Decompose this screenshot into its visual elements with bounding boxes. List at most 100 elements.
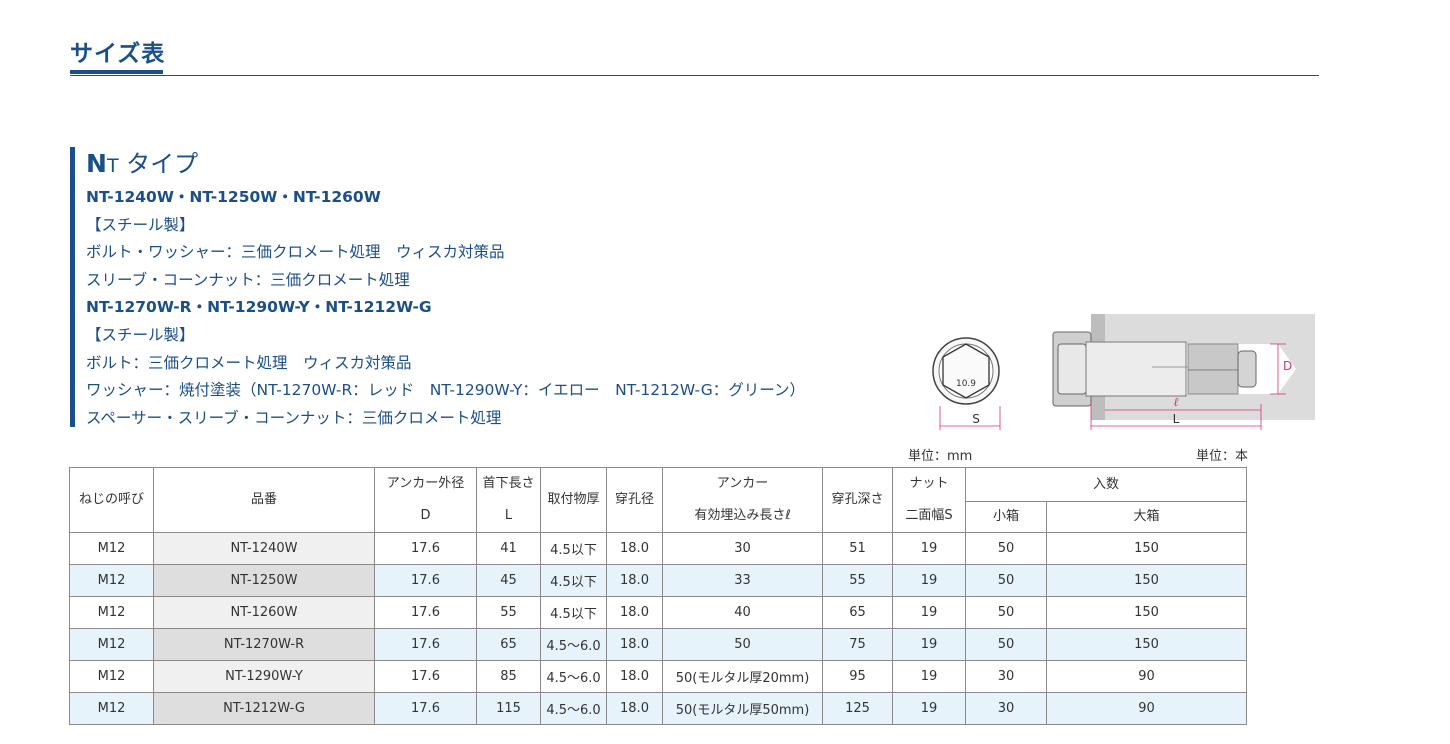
table-row: M12 NT-1290W-Y 17.6 85 4.5～6.0 18.0 50(モ… [69, 660, 1248, 693]
cell-qty-large: 150 [1045, 564, 1248, 597]
col-thread: ねじの呼び [69, 467, 154, 533]
cell-thread: M12 [69, 628, 154, 661]
cell-hole-depth: 51 [822, 532, 893, 565]
type-heading-n: N [86, 149, 107, 178]
table-row: M12 NT-1212W-G 17.6 115 4.5～6.0 18.0 50(… [69, 692, 1248, 725]
cell-part-number: NT-1240W [153, 532, 375, 565]
model-list-2: NT-1270W-R・NT-1290W-Y・NT-1212W-G [86, 298, 432, 317]
cell-thread: M12 [69, 692, 154, 725]
cell-hole-depth: 125 [822, 692, 893, 725]
cell-part-number: NT-1290W-Y [153, 660, 375, 693]
cell-qty-large: 150 [1045, 532, 1248, 565]
cell-fixture-thickness: 4.5以下 [540, 532, 607, 565]
cell-part-number: NT-1212W-G [153, 692, 375, 725]
table-row: M12 NT-1250W 17.6 45 4.5以下 18.0 33 55 19… [69, 564, 1248, 597]
label-d: D [1283, 359, 1292, 373]
cell-embed-length: 50(モルタル厚50mm) [662, 692, 823, 725]
bolt-head-view: 10.9 S [932, 337, 1001, 430]
finish-bolt-washer: ボルト・ワッシャー：三価クロメート処理 ウィスカ対策品 [86, 243, 505, 262]
cell-embed-length: 30 [662, 532, 823, 565]
title-underline [70, 70, 163, 74]
finish-sleeve-nut: スリーブ・コーンナット：三価クロメート処理 [86, 270, 410, 289]
nt-type-description: NT タイプ NT-1240W・NT-1250W・NT-1260W 【スチール製… [70, 147, 930, 427]
cell-thread: M12 [69, 660, 154, 693]
cell-outer-diameter: 17.6 [374, 628, 477, 661]
unit-mm-label: 単位：mm [908, 449, 973, 464]
cell-fixture-thickness: 4.5以下 [540, 596, 607, 629]
cell-hole-diameter: 18.0 [606, 660, 663, 693]
cell-qty-large: 150 [1045, 596, 1248, 629]
material-1: 【スチール製】 [86, 215, 195, 234]
cell-length: 65 [476, 628, 541, 661]
cell-qty-small: 50 [965, 596, 1047, 629]
col-hole-diameter: 穿孔径 [606, 467, 663, 533]
cell-hole-depth: 95 [822, 660, 893, 693]
cell-fixture-thickness: 4.5以下 [540, 564, 607, 597]
size-table: ねじの呼び 品番 アンカー外径 D 首下長さ L 取付物厚 穿孔径 アンカー 有効埋込… [69, 467, 1248, 725]
cell-qty-small: 50 [965, 628, 1047, 661]
cell-nut-width: 19 [892, 564, 966, 597]
col-quantity-large: 大箱 [1045, 501, 1248, 533]
cell-hole-diameter: 18.0 [606, 564, 663, 597]
type-heading-t: T [106, 155, 119, 177]
cell-qty-small: 30 [965, 660, 1047, 693]
cell-part-number: NT-1260W [153, 596, 375, 629]
cell-thread: M12 [69, 532, 154, 565]
cell-thread: M12 [69, 564, 154, 597]
cell-length: 85 [476, 660, 541, 693]
cell-qty-large: 90 [1045, 660, 1248, 693]
cell-qty-large: 90 [1045, 692, 1248, 725]
cell-nut-width: 19 [892, 532, 966, 565]
col-part-number: 品番 [153, 467, 375, 533]
cell-outer-diameter: 17.6 [374, 564, 477, 597]
anchor-side-view: D ℓ L [1052, 314, 1315, 430]
cell-thread: M12 [69, 596, 154, 629]
material-2: 【スチール製】 [86, 325, 195, 344]
cell-length: 41 [476, 532, 541, 565]
cell-outer-diameter: 17.6 [374, 660, 477, 693]
cell-part-number: NT-1270W-R [153, 628, 375, 661]
col-nut-width: ナット 二面幅S [892, 467, 966, 533]
cell-fixture-thickness: 4.5～6.0 [540, 628, 607, 661]
cell-qty-small: 30 [965, 692, 1047, 725]
col-length: 首下長さ L [476, 467, 541, 533]
cell-nut-width: 19 [892, 628, 966, 661]
col-embed-length: アンカー 有効埋込み長さℓ [662, 467, 823, 533]
table-row: M12 NT-1260W 17.6 55 4.5以下 18.0 40 65 19… [69, 596, 1248, 629]
cell-hole-depth: 55 [822, 564, 893, 597]
cell-nut-width: 19 [892, 660, 966, 693]
bolt-strength-mark: 10.9 [956, 379, 976, 389]
cell-outer-diameter: 17.6 [374, 532, 477, 565]
table-row: M12 NT-1270W-R 17.6 65 4.5～6.0 18.0 50 7… [69, 628, 1248, 661]
cell-hole-depth: 65 [822, 596, 893, 629]
cell-hole-diameter: 18.0 [606, 596, 663, 629]
cell-fixture-thickness: 4.5～6.0 [540, 660, 607, 693]
col-quantity: 入数 [964, 467, 1248, 502]
cell-fixture-thickness: 4.5～6.0 [540, 692, 607, 725]
col-quantity-small: 小箱 [965, 501, 1047, 533]
page-title: サイズ表 [70, 41, 166, 67]
col-fixture-thickness: 取付物厚 [540, 467, 607, 533]
cell-embed-length: 33 [662, 564, 823, 597]
model-list-1: NT-1240W・NT-1250W・NT-1260W [86, 188, 381, 206]
title-divider [70, 75, 1319, 76]
cell-length: 45 [476, 564, 541, 597]
cell-embed-length: 50 [662, 628, 823, 661]
finish-washer: ワッシャー：焼付塗装（NT-1270W-R：レッド NT-1290W-Y：イエロ… [86, 381, 805, 400]
cell-part-number: NT-1250W [153, 564, 375, 597]
cell-outer-diameter: 17.6 [374, 692, 477, 725]
type-heading-rest: タイプ [118, 150, 199, 178]
cell-hole-diameter: 18.0 [606, 532, 663, 565]
anchor-diagram: 10.9 S D ℓ L [932, 314, 1315, 430]
col-hole-depth: 穿孔深さ [822, 467, 893, 533]
cell-qty-small: 50 [965, 532, 1047, 565]
cell-outer-diameter: 17.6 [374, 596, 477, 629]
cell-length: 115 [476, 692, 541, 725]
finish-spacer-sleeve-nut: スペーサー・スリーブ・コーンナット：三価クロメート処理 [86, 408, 502, 427]
cell-nut-width: 19 [892, 692, 966, 725]
label-length: L [1173, 412, 1180, 426]
cell-embed-length: 50(モルタル厚20mm) [662, 660, 823, 693]
cell-embed-length: 40 [662, 596, 823, 629]
cell-nut-width: 19 [892, 596, 966, 629]
cell-qty-small: 50 [965, 564, 1047, 597]
